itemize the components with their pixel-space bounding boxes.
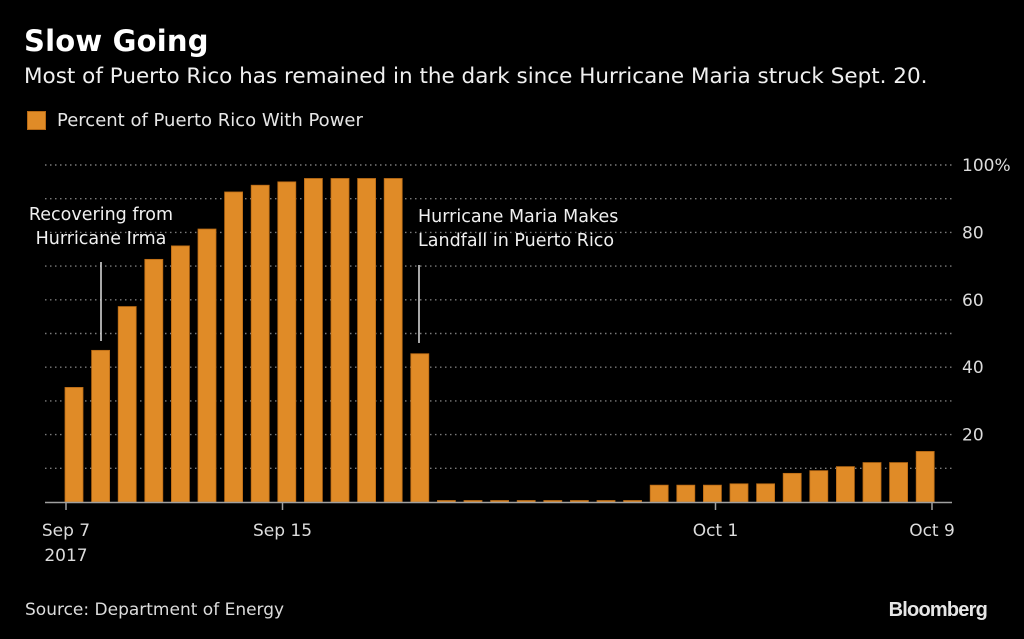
annotation-text: Hurricane Irma (36, 229, 167, 249)
x-tick-label: Oct 9 (909, 521, 955, 541)
annotations: Recovering from Hurricane Irma Hurricane M… (29, 205, 618, 343)
chart-subtitle: Most of Puerto Rico has remained in the … (24, 64, 928, 89)
bar-sep-16 (303, 178, 323, 503)
bar-sep-10 (144, 258, 164, 503)
x-tick-labels: Sep 7 2017 Sep 15 Oct 1 Oct 9 (42, 502, 955, 566)
bar-sep-29 (649, 484, 669, 503)
bar-sep-7 (64, 387, 84, 503)
x-tick-year-label: 2017 (44, 546, 87, 566)
source-note: Source: Department of Energy (25, 600, 285, 620)
bar-oct-5 (809, 470, 829, 503)
bar-sep-14 (250, 184, 270, 503)
bar-oct-3 (756, 483, 775, 503)
y-tick-label-100: 100% (962, 156, 1011, 176)
bar-sep-30 (676, 484, 696, 503)
bar-oct-8 (889, 462, 908, 503)
bar-sep-20 (410, 353, 430, 503)
annotation-text: Landfall in Puerto Rico (418, 231, 614, 251)
bars (64, 178, 935, 503)
x-tick-label: Sep 7 (42, 521, 90, 541)
bar-sep-13 (224, 191, 244, 503)
bloomberg-logo: Bloomberg (888, 599, 988, 621)
bar-sep-15 (277, 181, 297, 503)
bar-oct-7 (862, 462, 882, 503)
gridlines (45, 164, 952, 469)
legend: Percent of Puerto Rico With Power (27, 109, 363, 131)
x-tick-label: Oct 1 (693, 521, 739, 541)
bar-oct-9 (915, 451, 935, 503)
bar-oct-6 (836, 466, 855, 503)
y-axis: 100% 80 60 40 20 (962, 156, 1011, 446)
bar-oct-1 (703, 484, 722, 503)
bar-sep-11 (170, 245, 190, 503)
chart-title: Slow Going (24, 24, 209, 58)
bar-sep-12 (197, 228, 217, 503)
legend-label: Percent of Puerto Rico With Power (57, 109, 363, 131)
y-tick-label-80: 80 (962, 223, 984, 243)
bar-sep-9 (117, 306, 137, 503)
bar-oct-2 (729, 483, 749, 503)
x-tick-label: Sep 15 (253, 521, 312, 541)
bar-sep-8 (91, 349, 110, 503)
legend-swatch (27, 110, 46, 130)
y-tick-label-20: 20 (962, 426, 984, 446)
bar-sep-19 (383, 178, 403, 503)
bar-sep-17 (330, 178, 350, 503)
annotation-text: Recovering from (29, 205, 173, 225)
y-tick-label-40: 40 (962, 358, 984, 378)
bar-sep-18 (357, 178, 377, 503)
y-tick-label-60: 60 (962, 291, 984, 311)
bar-oct-4 (782, 472, 802, 503)
annotation-text: Hurricane Maria Makes (418, 207, 618, 227)
